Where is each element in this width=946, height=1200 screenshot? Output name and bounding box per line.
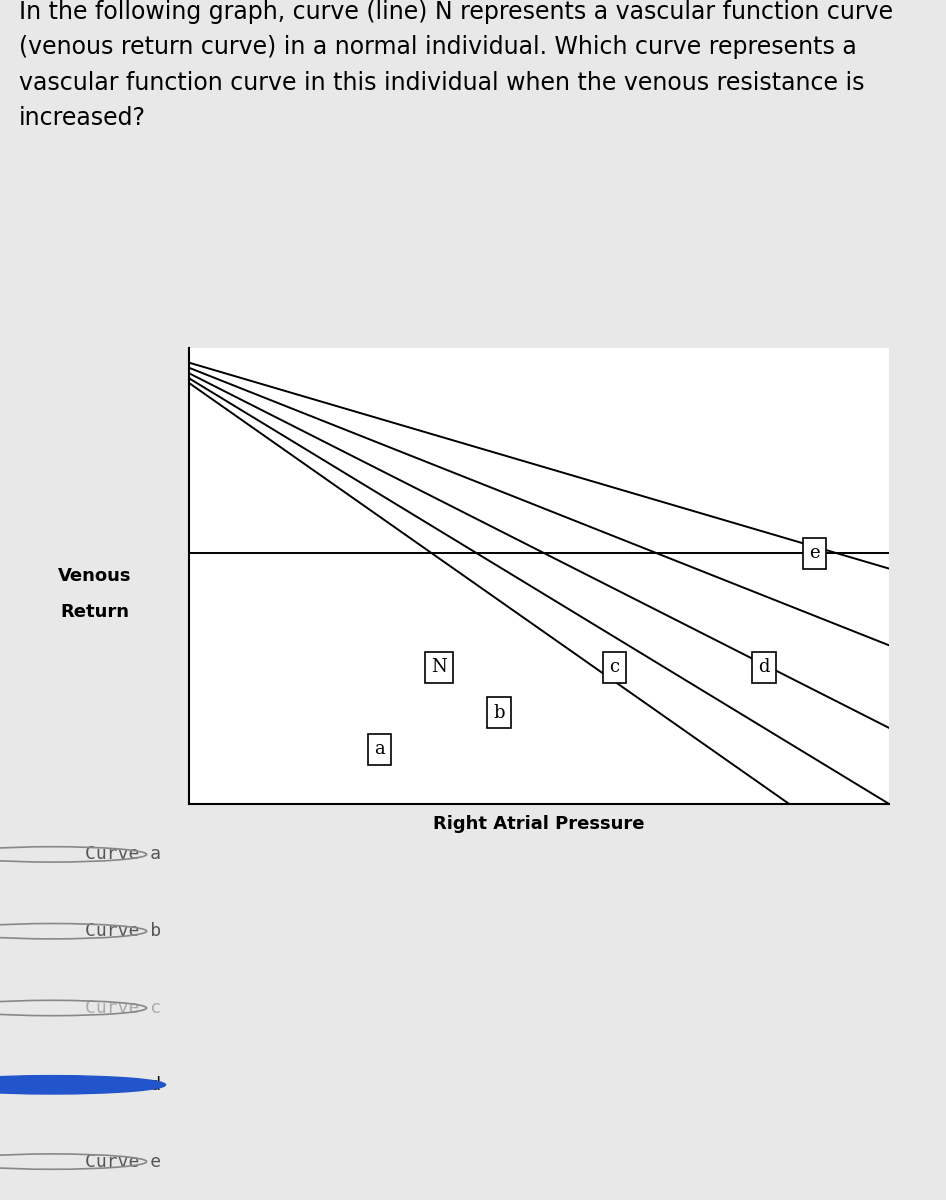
Text: b: b <box>494 703 505 721</box>
Text: Return: Return <box>61 602 129 622</box>
Text: Venous: Venous <box>58 566 131 584</box>
Text: Curve e: Curve e <box>85 1152 161 1171</box>
Text: In the following graph, curve (line) N represents a vascular function curve
(ven: In the following graph, curve (line) N r… <box>19 0 893 130</box>
Text: N: N <box>431 658 447 677</box>
Text: a: a <box>374 740 385 758</box>
Text: Curve b: Curve b <box>85 922 161 941</box>
Text: Curve c: Curve c <box>85 998 161 1018</box>
Circle shape <box>0 1075 166 1094</box>
Text: c: c <box>609 658 620 677</box>
Text: Curve d: Curve d <box>85 1075 161 1094</box>
Text: e: e <box>809 545 819 562</box>
Text: d: d <box>759 658 770 677</box>
Text: Curve a: Curve a <box>85 845 161 864</box>
X-axis label: Right Atrial Pressure: Right Atrial Pressure <box>433 815 645 833</box>
